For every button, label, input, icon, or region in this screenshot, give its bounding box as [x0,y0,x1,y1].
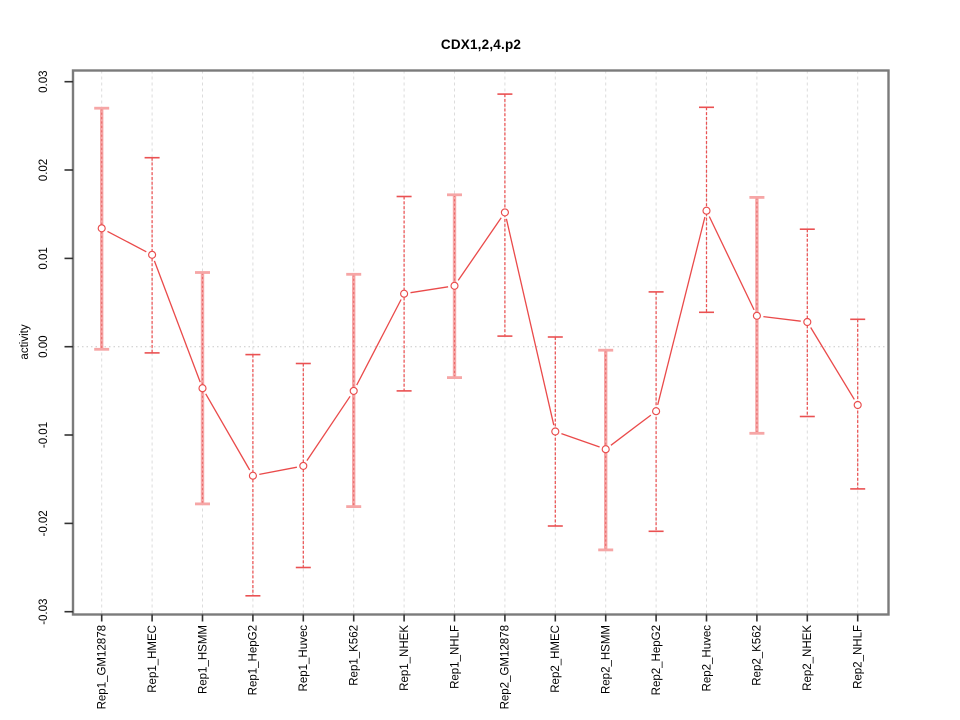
x-tick-label: Rep1_NHLF [449,625,461,689]
y-tick-label: 0.01 [38,247,50,269]
x-tick-label: Rep2_NHLF [853,625,865,689]
x-tick-label: Rep2_HepG2 [651,625,663,695]
x-tick-label: Rep1_K562 [349,625,361,686]
y-tick-label: -0.03 [38,599,50,625]
x-tick-label: Rep1_Huvec [298,625,310,692]
x-tick-label: Rep2_GM12878 [500,625,512,709]
x-tick-label: Rep1_HSMM [197,625,209,694]
y-tick-label: -0.01 [38,422,50,448]
y-tick-label: 0.02 [38,159,50,181]
x-tick-label: Rep2_K562 [752,625,764,686]
error-bars [94,93,866,597]
x-tick-label: Rep1_GM12878 [97,625,109,709]
x-tick-label: Rep2_HMEC [550,625,562,693]
x-axis: Rep1_GM12878 Rep1_HMEC Rep1_HSMM Rep1_HepG2… [97,614,865,709]
series-line [107,216,855,476]
x-tick-label: Rep2_HSMM [601,625,613,694]
x-tick-label: Rep1_HMEC [147,625,159,693]
plot-box [71,69,890,616]
y-tick-label: 0.03 [38,71,50,93]
chart-title: CDX1,2,4.p2 [440,37,522,52]
y-tick-label: -0.02 [38,510,50,536]
x-tick-label: Rep1_NHEK [399,625,411,691]
x-tick-label: Rep1_HepG2 [248,625,260,695]
x-tick-label: Rep2_Huvec [701,625,713,692]
y-axis: 0.03 0.02 0.01 0.00 -0.01 -0.02 -0.03 [38,71,73,625]
x-tick-label: Rep2_NHEK [802,625,814,691]
data-points [97,206,862,480]
vertical-gridlines [101,70,859,615]
y-tick-label: 0.00 [38,336,50,358]
